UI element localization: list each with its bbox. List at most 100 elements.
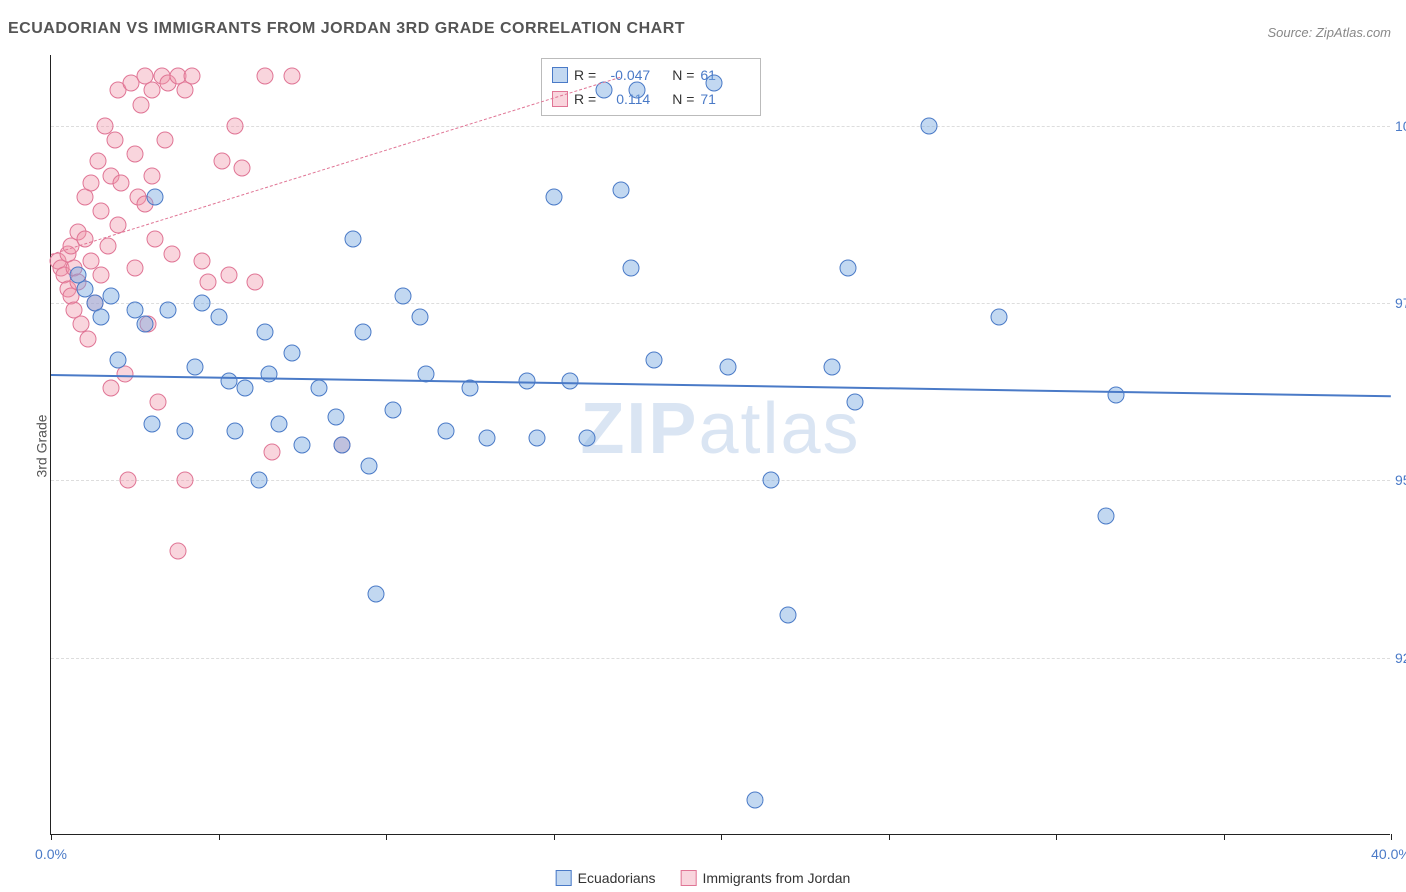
scatter-point-pink [247,273,264,290]
scatter-point-blue [210,309,227,326]
legend-swatch [556,870,572,886]
x-tick-mark [1056,834,1057,840]
scatter-point-blue [1098,507,1115,524]
scatter-point-blue [327,408,344,425]
legend-item: Ecuadorians [556,870,656,886]
scatter-point-pink [227,117,244,134]
scatter-point-blue [187,359,204,376]
legend-row: R =0.114N =71 [552,87,750,111]
scatter-point-blue [478,429,495,446]
x-tick-mark [386,834,387,840]
scatter-point-blue [237,380,254,397]
scatter-point-blue [257,323,274,340]
scatter-point-pink [213,153,230,170]
scatter-point-blue [622,259,639,276]
correlation-legend: R =-0.047N =61R =0.114N =71 [541,58,761,116]
scatter-point-pink [264,444,281,461]
scatter-point-pink [126,146,143,163]
scatter-point-blue [1108,387,1125,404]
scatter-point-blue [438,422,455,439]
x-tick-label: 0.0% [35,846,67,862]
scatter-point-blue [847,394,864,411]
y-axis-label: 3rd Grade [34,414,50,477]
scatter-point-blue [528,429,545,446]
scatter-point-pink [89,153,106,170]
scatter-point-blue [344,231,361,248]
scatter-point-pink [220,266,237,283]
x-tick-label: 40.0% [1371,846,1406,862]
scatter-chart: ZIPatlas R =-0.047N =61R =0.114N =71 92.… [50,55,1390,835]
scatter-point-blue [334,437,351,454]
x-tick-mark [1224,834,1225,840]
scatter-point-pink [93,203,110,220]
scatter-point-blue [384,401,401,418]
chart-title: ECUADORIAN VS IMMIGRANTS FROM JORDAN 3RD… [8,20,685,38]
y-tick-label: 100.0% [1395,118,1406,134]
y-tick-label: 95.0% [1395,472,1406,488]
legend-series-label: Immigrants from Jordan [703,870,851,886]
scatter-point-pink [177,472,194,489]
scatter-point-blue [746,791,763,808]
x-tick-mark [554,834,555,840]
scatter-point-blue [646,351,663,368]
source-attribution: Source: ZipAtlas.com [1267,25,1391,40]
scatter-point-pink [113,174,130,191]
scatter-point-pink [143,82,160,99]
legend-n-label: N = [672,91,694,107]
scatter-point-blue [93,309,110,326]
legend-swatch [681,870,697,886]
scatter-point-blue [579,429,596,446]
scatter-point-blue [920,117,937,134]
scatter-point-pink [200,273,217,290]
legend-n-value: 71 [700,91,716,107]
series-legend: Ecuadorians Immigrants from Jordan [556,870,851,886]
watermark-prefix: ZIP [580,389,698,469]
scatter-point-pink [126,259,143,276]
scatter-point-pink [150,394,167,411]
scatter-point-pink [83,174,100,191]
scatter-point-blue [367,585,384,602]
scatter-point-pink [146,231,163,248]
scatter-point-blue [294,437,311,454]
scatter-point-pink [133,96,150,113]
scatter-point-blue [250,472,267,489]
legend-item: Immigrants from Jordan [681,870,851,886]
scatter-point-pink [120,472,137,489]
scatter-point-pink [257,68,274,85]
watermark-text: ZIPatlas [580,388,860,470]
scatter-point-pink [93,266,110,283]
scatter-point-pink [170,543,187,560]
scatter-point-blue [394,288,411,305]
y-tick-label: 92.5% [1395,650,1406,666]
x-tick-mark [51,834,52,840]
scatter-point-blue [780,607,797,624]
scatter-point-blue [706,75,723,92]
scatter-point-blue [69,266,86,283]
x-tick-mark [219,834,220,840]
scatter-point-pink [106,132,123,149]
x-tick-mark [889,834,890,840]
scatter-point-blue [270,415,287,432]
scatter-point-blue [719,359,736,376]
scatter-point-blue [284,344,301,361]
scatter-point-blue [220,373,237,390]
scatter-point-blue [361,458,378,475]
scatter-point-blue [146,188,163,205]
scatter-point-blue [143,415,160,432]
scatter-point-blue [545,188,562,205]
scatter-point-pink [156,132,173,149]
scatter-point-blue [136,316,153,333]
x-tick-mark [1391,834,1392,840]
scatter-point-blue [260,366,277,383]
x-tick-mark [721,834,722,840]
legend-r-label: R = [574,67,596,83]
scatter-point-blue [823,359,840,376]
scatter-point-blue [193,295,210,312]
scatter-point-blue [763,472,780,489]
scatter-point-pink [79,330,96,347]
scatter-point-pink [103,380,120,397]
scatter-point-pink [193,252,210,269]
legend-r-label: R = [574,91,596,107]
scatter-point-pink [143,167,160,184]
scatter-point-blue [629,82,646,99]
